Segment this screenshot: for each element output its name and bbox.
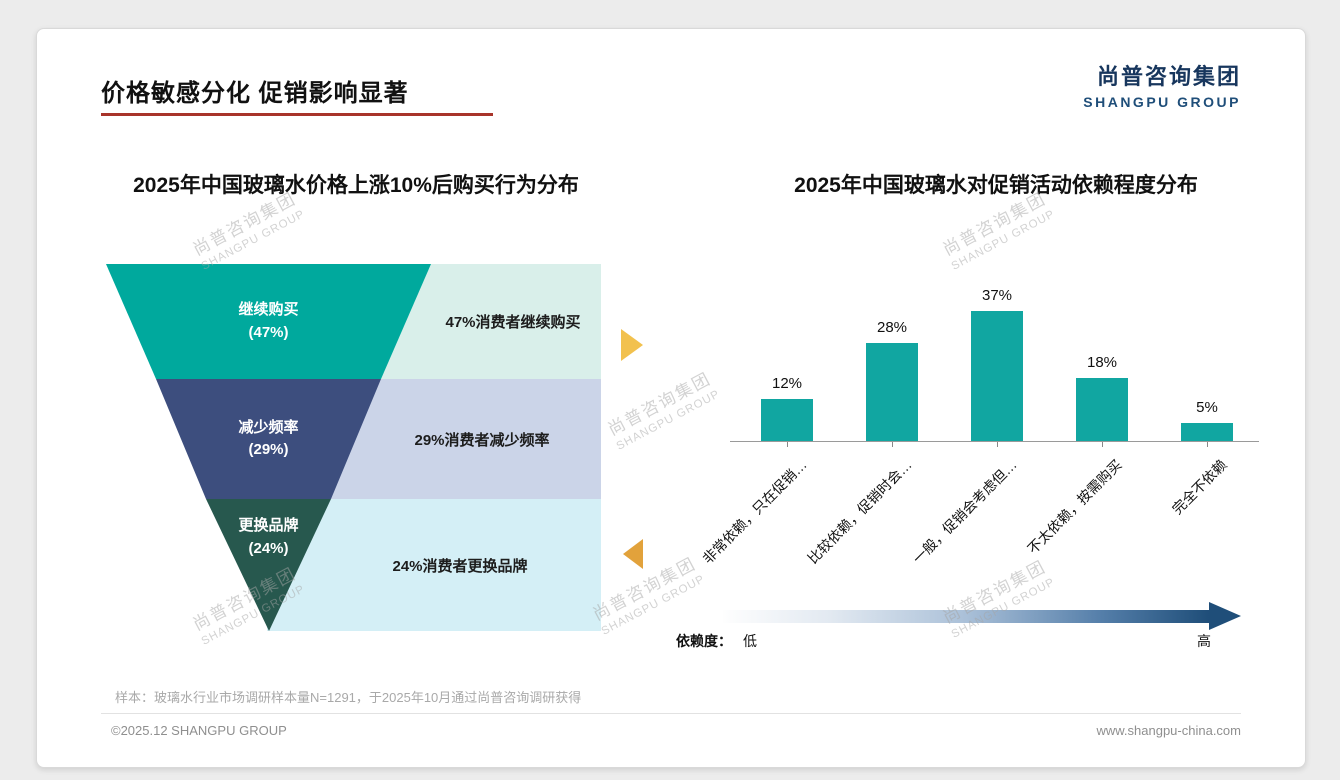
funnel-annotation-row-3: 24%消费者更换品牌	[267, 499, 601, 631]
bar-category-label: 不太依赖，按需购买	[1024, 456, 1125, 557]
dependency-axis-label: 依赖度：	[676, 633, 732, 649]
logo-en: SHANGPU GROUP	[1083, 94, 1241, 110]
funnel-segment-reduce: 减少频率 (29%)	[156, 379, 381, 499]
bar-4	[1181, 423, 1233, 441]
segment-label: 减少频率	[238, 418, 299, 436]
bar-category-label: 一般，促销会考虑但…	[909, 456, 1020, 567]
axis-tick-mark	[997, 442, 998, 447]
bar-1	[866, 343, 918, 441]
right-arrow-icon	[621, 329, 643, 361]
segment-label: 更换品牌	[238, 517, 299, 534]
footer-divider	[101, 713, 1241, 714]
bar-value-label: 18%	[1086, 354, 1118, 371]
slide-title: 价格敏感分化 促销影响显著	[101, 80, 409, 107]
sample-footnote: 样本：玻璃水行业市场调研样本量N=1291，于2025年10月通过尚普咨询调研获…	[115, 690, 582, 705]
annotation-text: 47%消费者继续购买	[445, 314, 581, 331]
axis-tick-mark	[1207, 442, 1208, 447]
bar-value-label: 37%	[981, 287, 1013, 304]
dependency-high-label: 高	[1197, 633, 1211, 649]
segment-percent: (24%)	[248, 539, 289, 557]
bar-category-label: 非常依赖，只在促销…	[699, 456, 810, 567]
segment-label: 继续购买	[238, 301, 299, 318]
logo-cn: 尚普咨询集团	[1096, 64, 1241, 89]
bar-chart-plot: 12% 非常依赖，只在促销… 28% 比较依赖，促销时会… 37% 一般，促销会考虑但… 1…	[699, 284, 1261, 629]
bar-category-label: 比较依赖，促销时会…	[804, 456, 915, 567]
dependency-arrow-head-icon	[1209, 602, 1241, 630]
funnel-segment-continue: 继续购买 (47%)	[106, 264, 431, 379]
annotation-text: 24%消费者更换品牌	[392, 557, 528, 575]
funnel-chart-title: 2025年中国玻璃水价格上涨10%后购买行为分布	[133, 174, 579, 197]
axis-tick-mark	[1102, 442, 1103, 447]
funnel-segment-switch: 更换品牌 (24%)	[206, 499, 331, 631]
watermark-text-en: SHANGPU GROUP	[949, 208, 1058, 273]
title-underline	[101, 113, 493, 116]
bar-category-label: 完全不依赖	[1168, 456, 1230, 518]
annotation-text: 29%消费者减少频率	[414, 431, 550, 449]
company-logo: 尚普咨询集团 SHANGPU GROUP	[1083, 59, 1241, 110]
bar-value-label: 12%	[771, 375, 803, 392]
website-url: www.shangpu-china.com	[1096, 723, 1241, 738]
slide: 尚普咨询集团 SHANGPU GROUP 尚普咨询集团 SHANGPU GROU…	[36, 28, 1306, 768]
bar-value-label: 28%	[876, 319, 908, 336]
left-arrow-icon	[623, 539, 643, 569]
funnel-chart: 继续购买 (47%) 减少频率 (29%) 更换品牌 (24%)	[106, 264, 431, 631]
segment-percent: (47%)	[248, 323, 289, 341]
bar-0	[761, 399, 813, 441]
x-axis-line	[730, 441, 1259, 442]
copyright-text: ©2025.12 SHANGPU GROUP	[111, 723, 287, 738]
axis-tick-mark	[892, 442, 893, 447]
bar-value-label: 5%	[1196, 399, 1218, 416]
dependency-gradient-bar	[723, 610, 1209, 623]
segment-percent: (29%)	[248, 441, 289, 458]
bar-2	[971, 311, 1023, 441]
bar-chart-title: 2025年中国玻璃水对促销活动依赖程度分布	[794, 174, 1198, 197]
bar-3	[1076, 378, 1128, 441]
axis-tick-mark	[787, 442, 788, 447]
dependency-low-label: 低	[743, 633, 757, 649]
